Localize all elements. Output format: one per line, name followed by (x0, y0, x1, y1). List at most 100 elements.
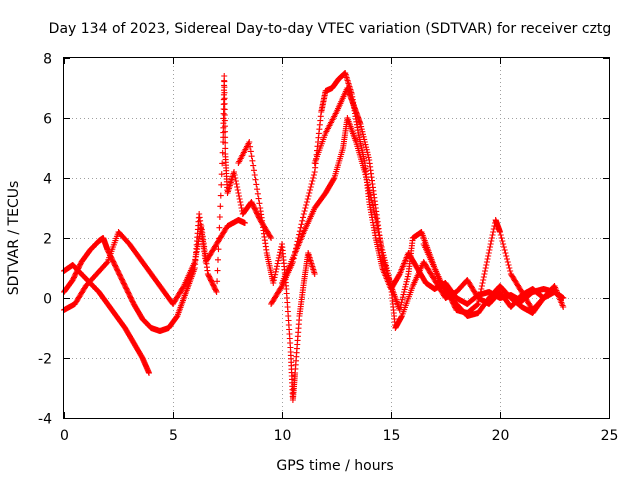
data-point (501, 247, 508, 253)
data-point (303, 202, 310, 208)
data-point (125, 290, 132, 297)
data-point (396, 272, 403, 279)
data-point (112, 263, 119, 270)
data-point (477, 289, 484, 295)
chart-title: Day 134 of 2023, Sidereal Day-to-day VTE… (49, 21, 612, 37)
data-point (270, 277, 277, 284)
data-point (250, 167, 257, 174)
data-point (304, 196, 311, 202)
data-point (113, 265, 120, 271)
data-point (110, 258, 117, 265)
data-points (61, 70, 567, 403)
data-point (73, 269, 80, 276)
data-point (364, 149, 371, 156)
data-point (75, 264, 82, 271)
data-point (121, 281, 128, 288)
data-point (233, 181, 240, 187)
data-point (110, 259, 117, 266)
data-point (276, 252, 283, 259)
data-point (129, 298, 136, 305)
data-point (104, 247, 111, 253)
series-track-7 (311, 85, 567, 331)
data-point (114, 267, 121, 274)
data-point (209, 280, 216, 286)
data-point (248, 153, 255, 160)
data-point (560, 304, 567, 310)
data-point (311, 271, 318, 277)
data-point (238, 205, 245, 211)
data-point (404, 273, 411, 280)
data-point (232, 175, 239, 181)
data-point (357, 121, 364, 127)
data-point (299, 217, 306, 224)
data-point (71, 273, 78, 280)
data-point (241, 220, 248, 226)
data-point (217, 192, 224, 199)
data-point (69, 277, 76, 283)
data-point (252, 206, 259, 213)
data-point (249, 200, 256, 207)
data-point (296, 228, 303, 235)
data-point (363, 176, 370, 183)
data-point (274, 260, 281, 267)
data-point (221, 100, 228, 107)
data-point (253, 209, 260, 216)
x-tick-label: 10 (274, 428, 292, 444)
y-tick-label: -4 (38, 412, 52, 428)
y-tick-label: 4 (43, 172, 52, 188)
data-point (112, 262, 119, 269)
data-point (361, 139, 368, 145)
data-point (234, 187, 241, 193)
data-point (217, 203, 224, 210)
data-point (70, 274, 77, 281)
data-point (214, 278, 221, 285)
data-point (209, 281, 216, 288)
data-point (506, 265, 513, 271)
data-point (504, 256, 511, 262)
data-point (128, 297, 135, 304)
data-point (108, 256, 115, 262)
data-point (401, 289, 408, 295)
y-tick-label: 2 (43, 232, 52, 248)
data-point (487, 244, 494, 250)
data-point (504, 259, 511, 265)
data-point (247, 143, 254, 150)
data-point (478, 283, 485, 289)
data-point (488, 235, 495, 241)
data-point (480, 277, 487, 283)
data-point (221, 73, 228, 79)
data-point (497, 229, 503, 235)
data-point (403, 278, 410, 285)
data-point (250, 202, 257, 209)
data-point (115, 268, 122, 275)
data-point (231, 172, 238, 178)
data-point (363, 144, 370, 151)
data-point (305, 193, 312, 199)
data-point (303, 199, 310, 205)
y-tick-label: -2 (38, 352, 52, 368)
data-point (216, 224, 223, 231)
data-point (221, 112, 228, 118)
data-point (123, 286, 130, 293)
data-point (237, 202, 244, 208)
data-point (251, 205, 258, 212)
data-point (128, 295, 135, 302)
data-point (216, 214, 223, 220)
data-point (306, 190, 313, 196)
data-point (490, 229, 497, 235)
data-point (206, 273, 213, 280)
data-point (398, 299, 405, 306)
data-point (246, 139, 253, 145)
series-track-2 (61, 211, 248, 334)
data-point (365, 154, 372, 161)
data-point (218, 181, 225, 188)
data-point (483, 259, 490, 265)
data-point (274, 263, 281, 270)
data-point (500, 244, 507, 250)
data-point (250, 204, 257, 211)
data-point (173, 313, 180, 320)
data-point (232, 178, 239, 184)
data-point (273, 266, 280, 273)
data-point (361, 169, 368, 175)
data-point (249, 201, 256, 208)
